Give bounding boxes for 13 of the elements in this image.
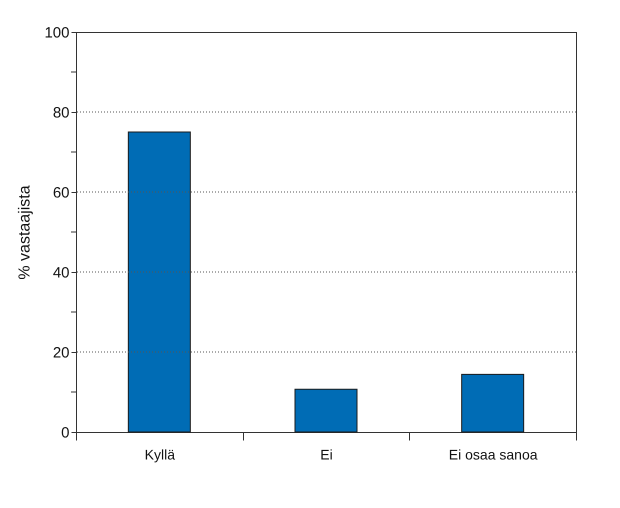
y-axis-title: % vastaajista bbox=[16, 185, 34, 280]
y-tick-label: 60 bbox=[52, 184, 70, 202]
bar bbox=[128, 132, 191, 432]
x-tick-label: Ei bbox=[320, 446, 333, 462]
x-tick-label: Ei osaa sanoa bbox=[448, 446, 538, 462]
x-tick-label: Kyllä bbox=[144, 446, 176, 462]
y-tick-label: 40 bbox=[52, 264, 70, 282]
y-tick-label: 20 bbox=[52, 344, 70, 362]
y-tick-label: 80 bbox=[52, 104, 70, 122]
y-tick-label: 100 bbox=[44, 24, 70, 42]
bar bbox=[461, 374, 524, 432]
y-tick-label: 0 bbox=[61, 424, 70, 442]
bar bbox=[294, 388, 358, 432]
